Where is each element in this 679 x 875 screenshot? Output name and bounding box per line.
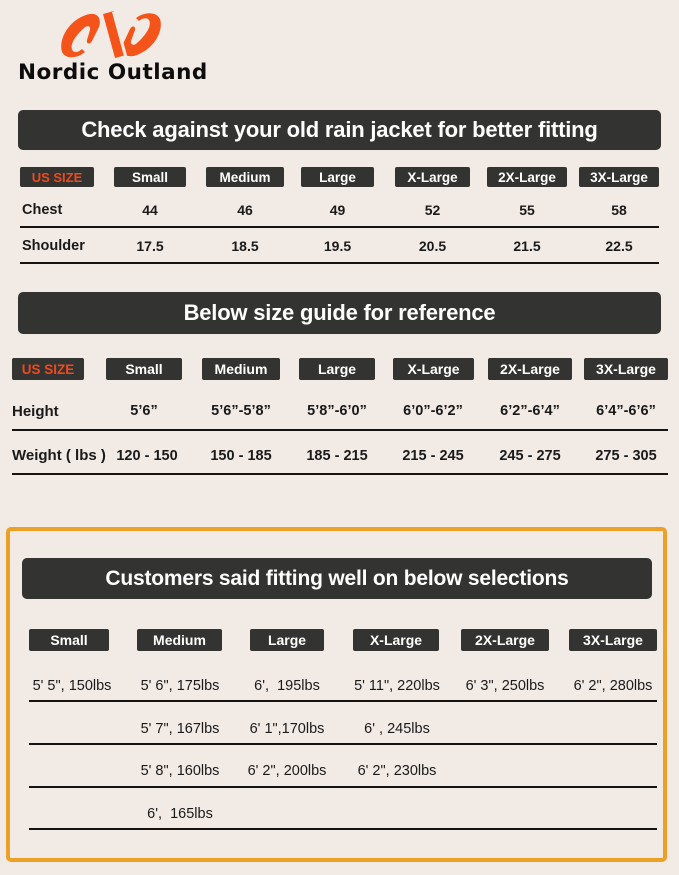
cell-height-small: 5’6” <box>130 403 158 419</box>
cell-sel-r1-small: 5' 5", 150lbs <box>32 678 112 694</box>
chip-3xlarge-1: 3X-Large <box>579 167 659 187</box>
chip-xlarge-3: X-Large <box>353 629 439 651</box>
cell-sel-r4-medium: 6', 165lbs <box>147 806 213 822</box>
cell-weight-large: 185 - 215 <box>306 448 368 464</box>
brand-wordmark: Nordic Outland <box>18 60 208 85</box>
chip-large-1: Large <box>301 167 374 187</box>
row-label-chest: Chest <box>22 202 63 218</box>
chip-xlarge-2: X-Large <box>393 358 474 380</box>
cell-height-3xlarge: 6’4”-6’6” <box>596 403 656 419</box>
chip-xlarge-1: X-Large <box>395 167 470 187</box>
rule-sel-row3-bottom <box>29 786 657 788</box>
chip-2xlarge-2: 2X-Large <box>488 358 572 380</box>
cell-weight-xlarge: 215 - 245 <box>402 448 464 464</box>
cell-sel-r2-medium: 5' 7", 167lbs <box>140 721 220 737</box>
cell-weight-medium: 150 - 185 <box>210 448 272 464</box>
cell-shoulder-medium: 18.5 <box>231 238 259 254</box>
cell-sel-r2-large: 6' 1",170lbs <box>249 721 325 737</box>
brand-logo: Nordic Outland <box>18 8 318 88</box>
cell-chest-medium: 46 <box>237 202 253 218</box>
chip-large-2: Large <box>299 358 375 380</box>
cell-shoulder-xlarge: 20.5 <box>418 238 447 254</box>
rule-sel-row1-bottom <box>29 700 657 702</box>
banner-size-guide: Below size guide for reference <box>18 292 661 334</box>
cell-chest-2xlarge: 55 <box>519 202 535 218</box>
row-label-height: Height <box>12 403 59 420</box>
cell-height-2xlarge: 6’2”-6’4” <box>500 403 560 419</box>
cell-chest-xlarge: 52 <box>424 202 441 218</box>
row-label-shoulder: Shoulder <box>22 238 85 254</box>
rule-shoulder-bottom <box>20 262 659 264</box>
chip-large-3: Large <box>250 629 324 651</box>
cell-shoulder-large: 19.5 <box>323 238 352 254</box>
cell-shoulder-3xlarge: 22.5 <box>605 238 633 254</box>
rule-height-bottom <box>12 429 668 431</box>
chip-small-2: Small <box>106 358 182 380</box>
cell-sel-r3-xlarge: 6' 2", 230lbs <box>357 763 437 779</box>
rule-sel-row2-bottom <box>29 743 657 745</box>
chip-medium-3: Medium <box>137 629 222 651</box>
cell-sel-r1-medium: 5' 6", 175lbs <box>140 678 220 694</box>
nordic-outland-swoosh-icon <box>56 10 166 60</box>
chip-2xlarge-3: 2X-Large <box>461 629 549 651</box>
cell-sel-r1-3xlarge: 6' 2", 280lbs <box>573 678 653 694</box>
chip-medium-1: Medium <box>206 167 284 187</box>
chip-2xlarge-1: 2X-Large <box>487 167 567 187</box>
banner-customer-selections: Customers said fitting well on below sel… <box>22 558 652 599</box>
cell-sel-r1-large: 6', 195lbs <box>254 678 320 694</box>
cell-weight-3xlarge: 275 - 305 <box>595 448 657 464</box>
cell-chest-large: 49 <box>329 202 346 218</box>
chip-us-size-1: US SIZE <box>20 167 94 187</box>
chip-medium-2: Medium <box>202 358 280 380</box>
customer-selections-callout <box>6 527 667 862</box>
cell-shoulder-small: 17.5 <box>136 238 164 254</box>
rule-weight-bottom <box>12 473 668 475</box>
cell-height-medium: 5’6”-5’8” <box>211 403 271 419</box>
cell-height-large: 5’8”-6’0” <box>307 403 367 419</box>
chip-us-size-2: US SIZE <box>12 358 84 380</box>
cell-chest-3xlarge: 58 <box>611 202 627 218</box>
cell-height-xlarge: 6’0”-6’2” <box>403 403 463 419</box>
cell-chest-small: 44 <box>142 202 158 218</box>
cell-sel-r3-large: 6' 2", 200lbs <box>247 763 327 779</box>
cell-weight-2xlarge: 245 - 275 <box>499 448 561 464</box>
cell-shoulder-2xlarge: 21.5 <box>513 238 541 254</box>
cell-sel-r3-medium: 5' 8", 160lbs <box>140 763 220 779</box>
chip-small-1: Small <box>114 167 186 187</box>
chip-3xlarge-2: 3X-Large <box>584 358 668 380</box>
cell-sel-r2-xlarge: 6' , 245lbs <box>364 721 430 737</box>
banner-jacket-compare: Check against your old rain jacket for b… <box>18 110 661 150</box>
cell-sel-r1-xlarge: 5' 11", 220lbs <box>354 678 440 694</box>
cell-sel-r1-2xlarge: 6' 3", 250lbs <box>465 678 545 694</box>
rule-chest-bottom <box>20 226 659 228</box>
row-label-weight: Weight ( lbs ) <box>12 447 106 464</box>
rule-sel-row4-bottom <box>29 828 657 830</box>
chip-3xlarge-3: 3X-Large <box>569 629 657 651</box>
chip-small-3: Small <box>29 629 109 651</box>
cell-weight-small: 120 - 150 <box>116 448 178 464</box>
